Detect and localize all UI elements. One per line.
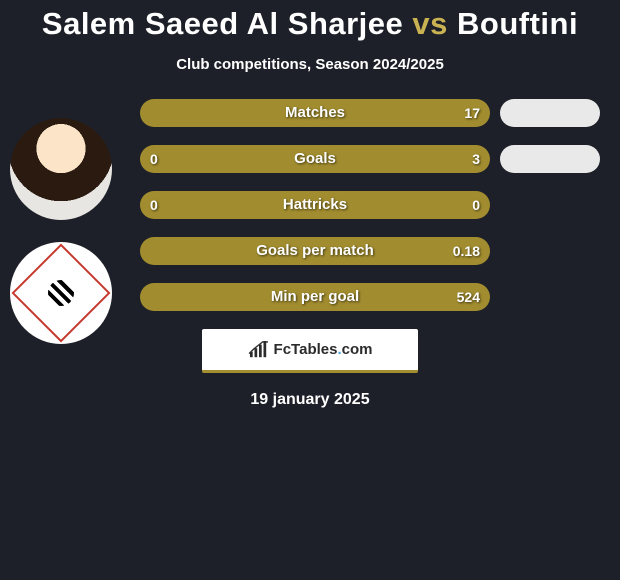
page-title: Salem Saeed Al Sharjee vs Bouftini [0,6,620,42]
comparison-card: Salem Saeed Al Sharjee vs Bouftini Club … [0,0,620,409]
stat-row: 03Goals [140,145,600,173]
stat-row: 00Hattricks [140,191,600,219]
attribution-text: FcTables.com [274,341,373,358]
stat-label: Goals per match [140,237,490,265]
subtitle: Club competitions, Season 2024/2025 [0,56,620,73]
stat-row: 17Matches [140,99,600,127]
brand-prefix: Fc [274,341,292,358]
brand-mid: Tables [291,341,337,358]
stat-label: Min per goal [140,283,490,311]
vs-label: vs [412,6,447,41]
player1-name: Salem Saeed Al Sharjee [42,6,403,41]
brand-suffix: com [342,341,373,358]
stat-row: 524Min per goal [140,283,600,311]
stat-row: 0.18Goals per match [140,237,600,265]
stat-label: Hattricks [140,191,490,219]
side-pill [500,99,600,127]
date-label: 19 january 2025 [0,391,620,409]
chart-icon [248,341,270,359]
stat-label: Matches [140,99,490,127]
player2-name: Bouftini [457,6,578,41]
stats-rows: 17Matches 03Goals 00Hattricks 0.18Goals per… [0,99,620,311]
stat-label: Goals [140,145,490,173]
attribution-badge: FcTables.com [202,329,418,373]
side-pill [500,145,600,173]
